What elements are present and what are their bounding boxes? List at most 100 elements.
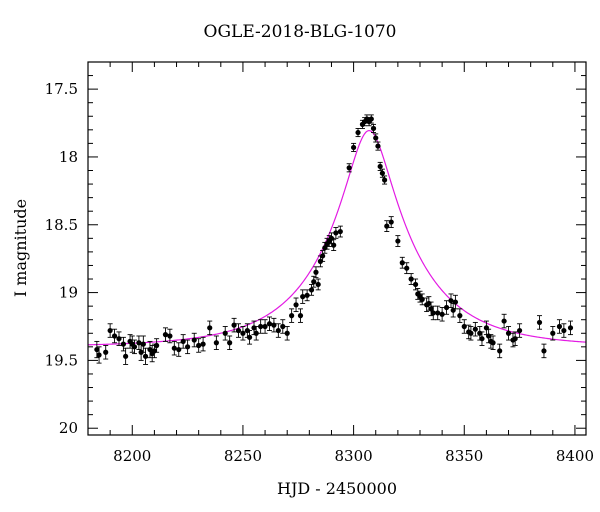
data-point	[266, 321, 273, 327]
data-point	[419, 296, 425, 302]
data-point	[439, 311, 445, 317]
data-point	[412, 281, 419, 288]
data-point	[313, 269, 319, 275]
data-point	[370, 125, 377, 132]
y-tick-label: 20	[59, 419, 78, 437]
x-tick-label: 8400	[556, 447, 594, 465]
data-point	[185, 344, 191, 350]
data-point	[171, 345, 177, 351]
data-point	[408, 276, 414, 282]
data-point	[96, 352, 102, 358]
y-tick-label: 18.5	[45, 216, 78, 234]
data-point	[94, 346, 100, 353]
data-point	[355, 129, 361, 136]
axes-layer: 8200 8250 8300 8350 8400 17.5 18 18.5 19 19.5 20	[45, 61, 594, 465]
data-point	[308, 287, 315, 293]
data-point	[231, 322, 237, 328]
data-point	[196, 342, 202, 349]
data-point	[373, 135, 379, 141]
data-point	[479, 336, 485, 342]
data-point	[541, 348, 547, 354]
data-point	[384, 223, 390, 229]
data-point	[435, 310, 441, 316]
data-point	[490, 340, 496, 346]
data-point	[213, 340, 219, 346]
data-point	[320, 253, 326, 259]
y-axis-label: I magnitude	[11, 199, 30, 297]
chart-title: OGLE-2018-BLG-1070	[203, 22, 397, 42]
data-point	[395, 238, 401, 244]
data-point	[399, 260, 405, 266]
data-point	[448, 298, 454, 304]
x-tick-label: 8250	[224, 447, 262, 465]
data-point	[468, 330, 474, 336]
data-point	[377, 163, 383, 170]
data-point	[404, 265, 410, 271]
data-point	[346, 165, 352, 171]
data-point	[550, 330, 556, 336]
data-point	[381, 177, 388, 183]
data-point	[275, 327, 281, 334]
plot-layer	[88, 114, 586, 365]
data-point	[452, 299, 459, 305]
data-point	[227, 340, 233, 346]
data-point	[517, 327, 523, 334]
data-point	[180, 338, 186, 345]
data-point	[472, 326, 478, 332]
data-point	[258, 323, 264, 330]
x-tick-label: 8300	[335, 447, 373, 465]
data-point	[167, 333, 173, 339]
data-point	[461, 323, 467, 330]
data-point	[280, 323, 286, 330]
data-point	[536, 319, 543, 326]
data-point	[497, 348, 503, 354]
data-point	[116, 336, 122, 342]
x-tick-label: 8350	[445, 447, 483, 465]
data-point	[311, 279, 317, 285]
x-tick-label: 8200	[113, 447, 151, 465]
data-point	[103, 349, 109, 355]
data-point	[501, 318, 507, 324]
data-point	[142, 353, 149, 359]
data-point	[556, 323, 563, 330]
data-point	[284, 330, 290, 336]
model-curve	[88, 129, 586, 346]
data-point	[154, 342, 160, 349]
data-point	[567, 325, 574, 331]
data-point	[111, 333, 118, 339]
data-point	[561, 327, 567, 334]
data-point	[107, 327, 113, 334]
data-point	[368, 116, 374, 122]
data-point	[300, 294, 306, 300]
data-point	[162, 332, 169, 338]
data-point	[176, 346, 182, 353]
data-point	[375, 143, 381, 149]
data-point	[388, 219, 394, 225]
x-axis-label: HJD - 2450000	[277, 479, 397, 498]
data-point	[207, 325, 213, 331]
data-point	[315, 281, 321, 288]
data-point	[337, 228, 343, 235]
y-tick-label: 18	[59, 148, 78, 166]
data-point	[428, 306, 434, 312]
data-point	[457, 313, 463, 319]
data-point	[240, 330, 246, 336]
y-tick-label: 19	[59, 284, 78, 302]
data-point	[289, 313, 295, 319]
data-point	[297, 313, 304, 319]
data-point	[200, 341, 206, 347]
data-point	[379, 170, 385, 176]
data-point	[246, 334, 253, 340]
data-point	[123, 353, 129, 359]
data-point	[271, 322, 277, 328]
data-point	[120, 341, 127, 347]
data-point	[430, 310, 436, 316]
y-tick-label: 19.5	[45, 351, 78, 369]
data-point	[262, 323, 268, 330]
plot-clipped-group	[88, 114, 586, 365]
data-point	[331, 242, 337, 248]
data-point	[443, 304, 450, 311]
data-point	[505, 330, 512, 336]
data-point	[512, 336, 518, 342]
